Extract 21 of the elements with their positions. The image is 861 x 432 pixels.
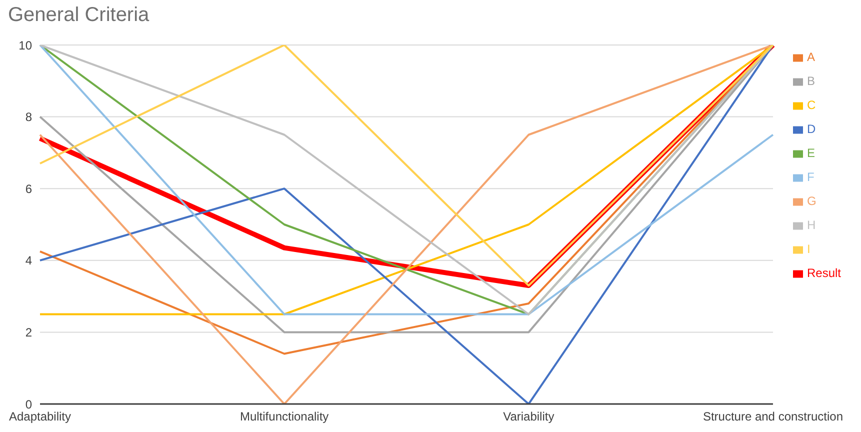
y-tick-label: 8: [25, 110, 32, 124]
legend-label: F: [806, 170, 814, 184]
legend-label: Result: [806, 266, 841, 280]
legend-label: B: [806, 74, 815, 88]
chart-title: General Criteria: [8, 4, 150, 27]
y-tick-label: 0: [25, 397, 32, 412]
y-tick-label: 2: [25, 325, 32, 340]
y-tick-label: 4: [25, 254, 32, 268]
legend-label: I: [806, 242, 810, 256]
y-tick-label: 10: [18, 38, 32, 52]
legend-label: G: [806, 194, 816, 208]
legend-label: H: [806, 218, 816, 232]
y-tick-label: 6: [25, 182, 32, 196]
legend-label: D: [806, 122, 816, 136]
x-tick-label: Multifunctionality: [240, 410, 329, 424]
x-tick-label: Variability: [503, 410, 554, 424]
legend-label: C: [806, 98, 816, 112]
legend-label: A: [806, 50, 815, 64]
legend-label: E: [806, 146, 815, 160]
x-tick-label: Adaptability: [8, 410, 72, 424]
x-tick-label: Structure and construction: [702, 410, 844, 424]
